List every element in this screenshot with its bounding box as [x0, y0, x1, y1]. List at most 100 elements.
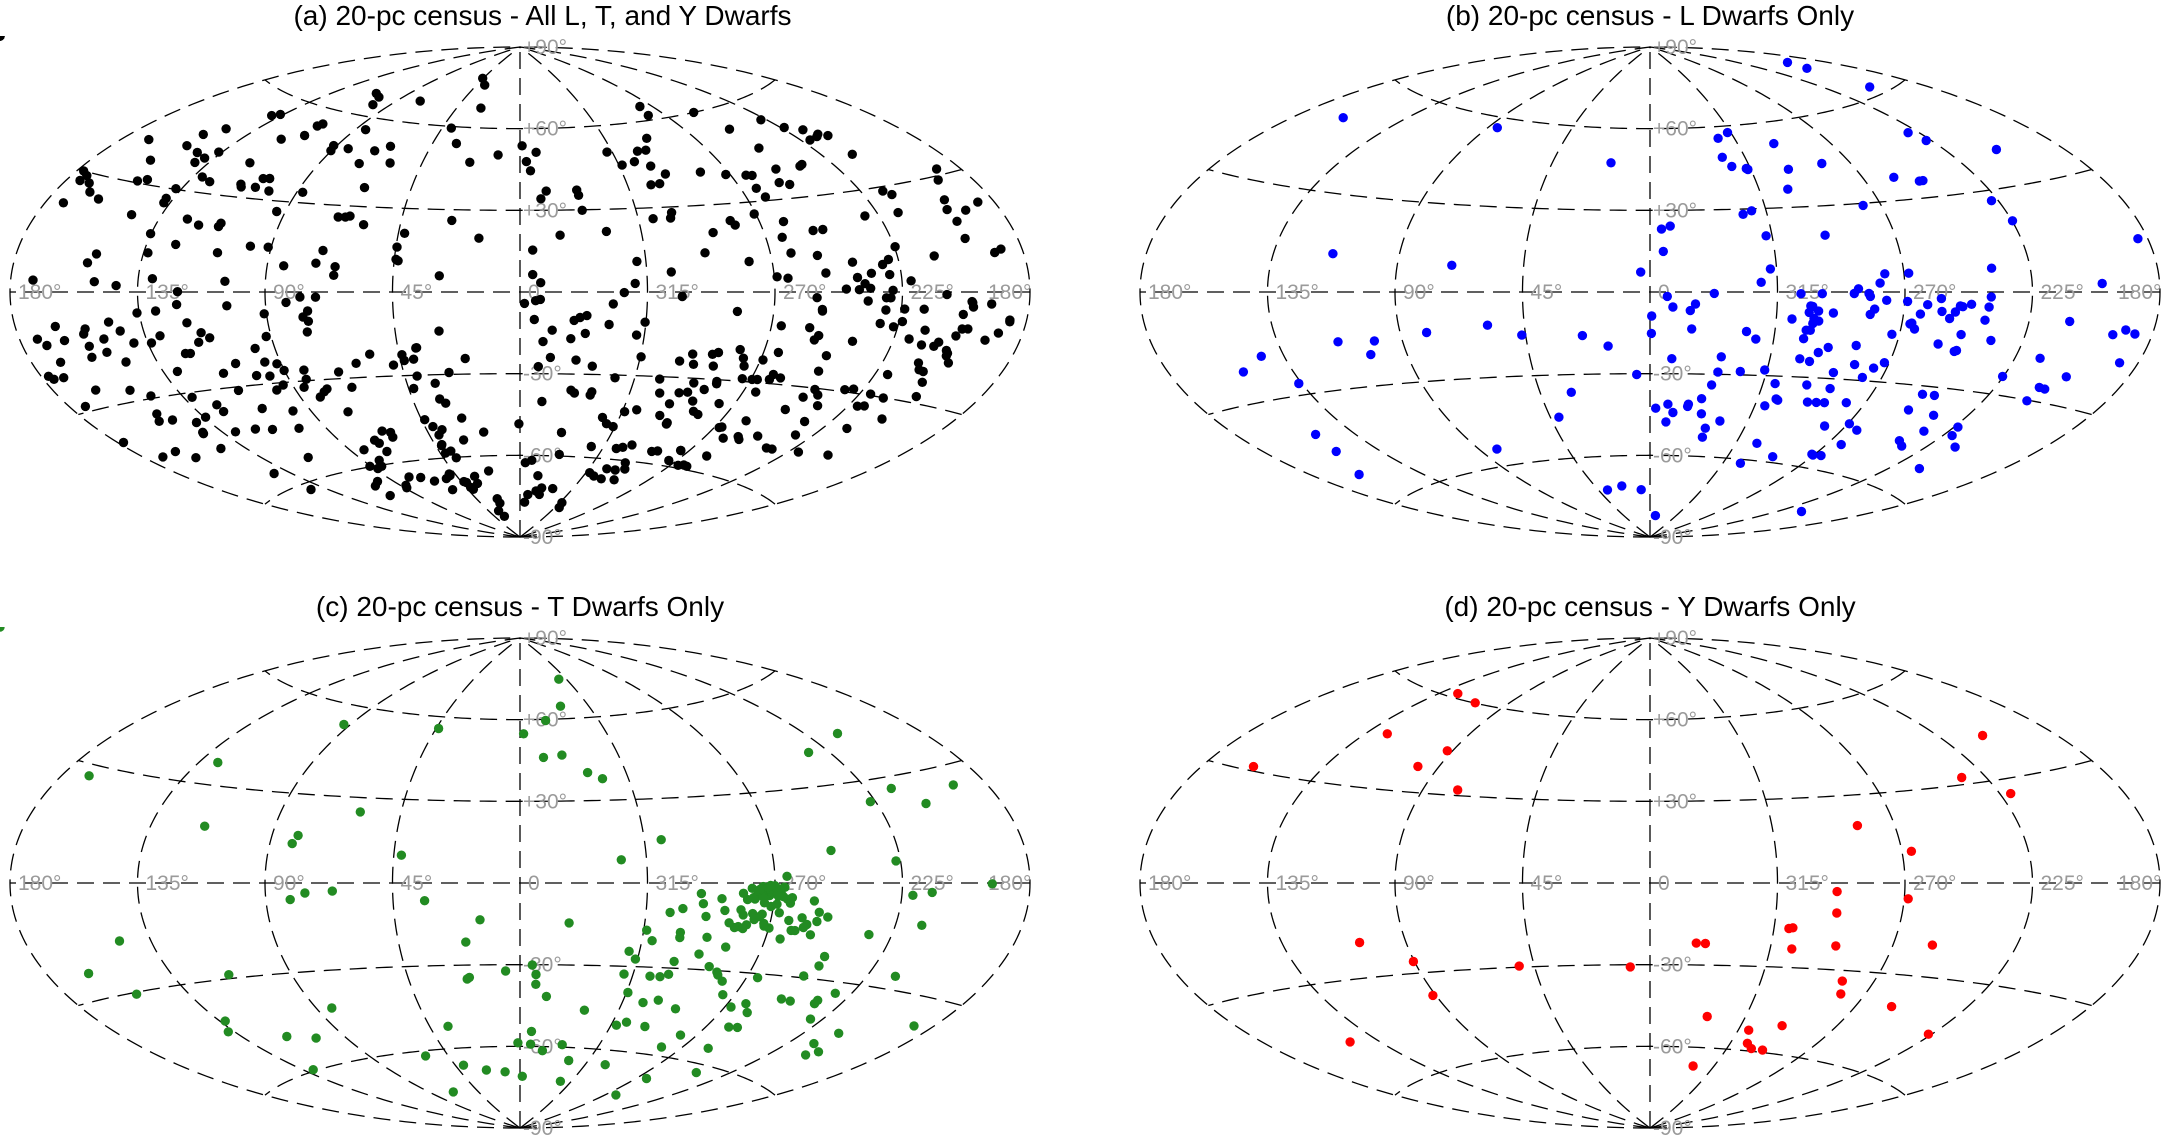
dec-tick-labels: +90° +60° +30° -30° -60° -90° — [1653, 36, 1697, 549]
parallel-line — [78, 373, 962, 416]
data-point — [230, 358, 241, 369]
data-point — [265, 173, 275, 184]
data-point — [205, 177, 215, 187]
data-point — [700, 248, 710, 258]
parallel-line — [1394, 670, 1906, 721]
data-point — [2114, 358, 2125, 368]
data-point — [682, 387, 693, 397]
panel-d-title: (d) 20-pc census - Y Dwarfs Only — [1444, 591, 1856, 622]
data-point — [1328, 249, 1338, 259]
data-point — [675, 932, 685, 943]
data-point — [1870, 304, 1880, 314]
data-point — [968, 302, 979, 312]
ra-tick-label: 225° — [911, 281, 954, 304]
data-point — [265, 371, 275, 381]
panel-c-title: (c) 20-pc census - T Dwarfs Only — [315, 591, 725, 622]
data-point — [388, 360, 399, 370]
data-point — [167, 415, 178, 425]
ra-tick-label: 225° — [2041, 872, 2084, 895]
data-point — [1717, 152, 1727, 162]
data-point — [689, 378, 699, 388]
data-point — [279, 365, 289, 376]
data-point — [525, 1039, 536, 1049]
data-point — [604, 319, 614, 330]
data-point — [632, 146, 643, 156]
data-point — [267, 110, 277, 121]
panel-d-map: 180° 135° 90° 45° 0 315° 270° 225° 180° +90° +60° +… — [1139, 627, 2161, 1140]
data-point — [776, 321, 786, 331]
data-point — [459, 476, 469, 487]
data-point — [623, 987, 633, 998]
data-point — [800, 1050, 811, 1060]
data-point — [420, 1051, 431, 1061]
data-point — [373, 463, 383, 474]
data-point — [451, 453, 461, 463]
data-point — [1256, 351, 1266, 361]
data-point — [653, 995, 663, 1005]
ra-tick-label: 0 — [1658, 872, 1670, 895]
data-point — [1577, 330, 1588, 341]
data-point — [738, 923, 748, 934]
data-point — [420, 415, 430, 425]
data-point — [1769, 138, 1779, 149]
data-point — [624, 946, 634, 956]
ra-tick-label: 135° — [146, 281, 189, 304]
data-point — [121, 357, 131, 367]
data-point — [1768, 452, 1778, 462]
data-point — [529, 314, 539, 325]
ra-tick-label: 315° — [1786, 872, 1829, 895]
ra-tick-label: 90° — [1403, 281, 1435, 304]
data-point — [669, 956, 679, 967]
data-point — [696, 888, 707, 899]
data-point — [428, 421, 438, 432]
data-point — [655, 179, 665, 189]
ra-tick-label: 90° — [273, 872, 305, 895]
panel-b-title: (b) 20-pc census - L Dwarfs Only — [1445, 0, 1855, 31]
data-point — [545, 352, 556, 363]
data-point — [1875, 278, 1885, 288]
data-point — [689, 107, 699, 118]
dec-tick-label: -90° — [523, 1117, 562, 1140]
data-point — [618, 442, 628, 452]
data-point — [261, 331, 271, 342]
data-point — [631, 330, 642, 340]
data-point — [115, 326, 125, 336]
data-point — [28, 275, 38, 285]
data-point — [87, 352, 97, 362]
data-point — [782, 871, 792, 881]
data-point — [617, 160, 627, 170]
data-point — [354, 158, 364, 169]
data-point — [311, 258, 321, 268]
data-point — [221, 124, 231, 134]
data-point — [909, 1021, 919, 1031]
data-point — [1751, 334, 1761, 344]
data-point — [365, 461, 375, 471]
data-point — [720, 905, 730, 916]
data-point — [1722, 127, 1733, 138]
data-point — [1936, 293, 1947, 304]
data-point — [714, 398, 724, 409]
data-point — [1787, 944, 1797, 954]
data-point — [805, 930, 816, 940]
data-point — [294, 423, 304, 433]
data-point — [298, 312, 308, 322]
data-point — [517, 141, 527, 151]
data-point — [778, 216, 789, 227]
data-point — [557, 750, 567, 760]
data-point — [717, 976, 727, 986]
ra-tick-label: 45° — [1531, 872, 1563, 895]
data-point — [602, 147, 612, 157]
dec-tick-label: +60° — [1653, 118, 1697, 141]
data-point — [943, 358, 954, 368]
data-point — [695, 167, 706, 177]
data-point — [1746, 1043, 1756, 1054]
data-point — [958, 309, 968, 320]
data-point — [768, 369, 779, 380]
data-point — [1804, 356, 1815, 367]
data-point — [42, 340, 52, 351]
data-point — [170, 446, 181, 457]
data-point — [460, 353, 470, 364]
data-point — [481, 1065, 492, 1075]
data-point — [656, 1042, 667, 1052]
data-point — [172, 287, 183, 297]
